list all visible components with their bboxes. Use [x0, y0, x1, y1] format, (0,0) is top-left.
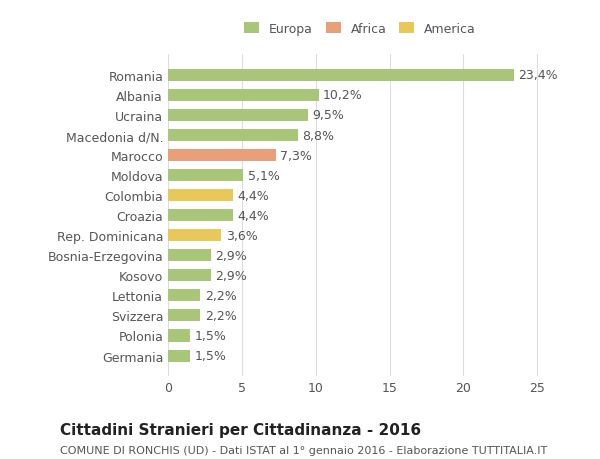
Bar [168, 330, 190, 342]
Bar [168, 230, 221, 242]
Legend: Europa, Africa, America: Europa, Africa, America [244, 23, 476, 36]
Text: 2,2%: 2,2% [205, 309, 236, 322]
Text: 7,3%: 7,3% [280, 149, 312, 162]
Text: 23,4%: 23,4% [518, 69, 557, 82]
Text: 2,9%: 2,9% [215, 249, 247, 262]
Text: 8,8%: 8,8% [302, 129, 334, 142]
Text: 5,1%: 5,1% [248, 169, 280, 182]
Bar [168, 350, 190, 362]
Text: COMUNE DI RONCHIS (UD) - Dati ISTAT al 1° gennaio 2016 - Elaborazione TUTTITALIA: COMUNE DI RONCHIS (UD) - Dati ISTAT al 1… [60, 445, 547, 455]
Bar [168, 170, 244, 182]
Text: 1,5%: 1,5% [194, 329, 226, 342]
Text: 9,5%: 9,5% [313, 109, 344, 122]
Text: 2,9%: 2,9% [215, 269, 247, 282]
Text: 3,6%: 3,6% [226, 229, 257, 242]
Text: Cittadini Stranieri per Cittadinanza - 2016: Cittadini Stranieri per Cittadinanza - 2… [60, 422, 421, 437]
Text: 4,4%: 4,4% [238, 209, 269, 222]
Bar [168, 210, 233, 222]
Bar [168, 90, 319, 102]
Bar [168, 250, 211, 262]
Bar [168, 310, 200, 322]
Bar [168, 130, 298, 142]
Text: 2,2%: 2,2% [205, 289, 236, 302]
Text: 10,2%: 10,2% [323, 89, 363, 102]
Text: 4,4%: 4,4% [238, 189, 269, 202]
Bar [168, 190, 233, 202]
Bar [168, 150, 276, 162]
Bar [168, 110, 308, 122]
Bar [168, 270, 211, 282]
Bar [168, 70, 514, 82]
Bar [168, 290, 200, 302]
Text: 1,5%: 1,5% [194, 349, 226, 362]
